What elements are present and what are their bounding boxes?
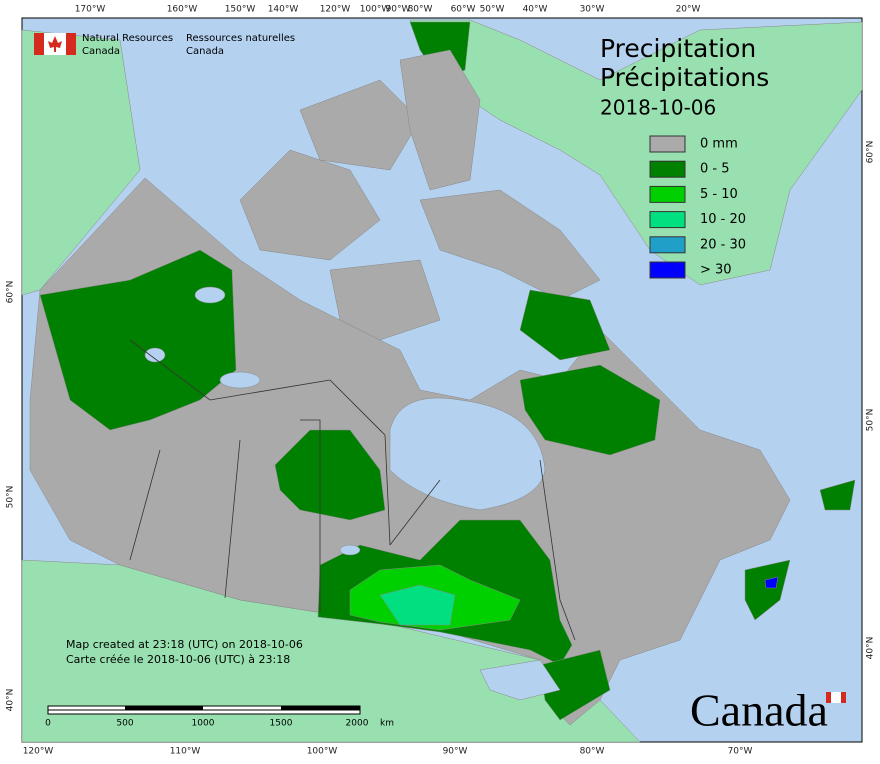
title-fr: Précipitations: [600, 63, 769, 92]
graticule-label: 40°N: [6, 689, 16, 712]
legend-label: > 30: [700, 263, 732, 278]
graticule-label: 90°W: [386, 5, 411, 15]
title-en: Precipitation: [600, 34, 756, 63]
legend-label: 0 mm: [700, 137, 738, 152]
graticule-label: 160°W: [167, 5, 198, 15]
scale-label: 1000: [192, 719, 215, 729]
scale-label: 2000: [346, 719, 369, 729]
graticule-label: 60°N: [866, 141, 876, 164]
scale-bar: [47, 705, 361, 715]
graticule-label: 150°W: [225, 5, 256, 15]
agency-fr: Ressources naturelles: [186, 33, 295, 44]
legend-swatch: [649, 236, 686, 254]
graticule-label: 30°W: [580, 5, 605, 15]
graticule-label: 80°W: [580, 747, 605, 757]
graticule-label: 70°W: [728, 747, 753, 757]
graticule-label: 50°W: [480, 5, 505, 15]
graticule-label: 120°W: [23, 747, 54, 757]
created-fr: Carte créée le 2018-10-06 (UTC) à 23:18: [66, 653, 290, 666]
agency-en: Natural Resources: [82, 33, 173, 44]
legend-label: 5 - 10: [700, 187, 738, 202]
province-borders: [129, 339, 576, 641]
wordmark-flag: [831, 692, 841, 703]
graticule-label: 90°W: [443, 747, 468, 757]
graticule-label: 40°W: [523, 5, 548, 15]
graticule-label: 140°W: [268, 5, 299, 15]
maple-leaf: [48, 36, 62, 52]
agency-en: Canada: [82, 46, 120, 57]
legend-swatch: [649, 160, 686, 178]
graticule-label: 120°W: [320, 5, 351, 15]
scale-unit: km: [380, 719, 394, 729]
flag-bar: [66, 33, 76, 55]
graticule-label: 170°W: [75, 5, 106, 15]
map-date: 2018-10-06: [600, 96, 716, 120]
flag-bar: [34, 33, 44, 55]
legend-label: 10 - 20: [700, 212, 746, 227]
graticule-label: 60°W: [451, 5, 476, 15]
legend-swatch: [649, 261, 686, 279]
graticule-label: 100°W: [360, 5, 391, 15]
scale-label: 0: [45, 719, 51, 729]
scale-label: 1500: [270, 719, 293, 729]
graticule-label: 50°N: [866, 409, 876, 432]
created-en: Map created at 23:18 (UTC) on 2018-10-06: [66, 638, 303, 651]
legend-swatch: [649, 211, 686, 229]
graticule-label: 40°N: [866, 637, 876, 660]
legend-label: 20 - 30: [700, 237, 746, 252]
legend-swatch: [649, 135, 686, 153]
canada-wordmark: Canada: [690, 685, 828, 736]
graticule-label: 60°N: [6, 281, 16, 304]
graticule-label: 80°W: [408, 5, 433, 15]
agency-fr: Canada: [186, 46, 224, 57]
scale-label: 500: [116, 719, 133, 729]
graticule-label: 20°W: [676, 5, 701, 15]
graticule-label: 50°N: [6, 486, 16, 509]
graticule-label: 100°W: [307, 747, 338, 757]
land: [21, 19, 863, 743]
legend-label: 0 - 5: [700, 162, 730, 177]
graticule-label: 110°W: [170, 747, 201, 757]
legend-swatch: [649, 185, 686, 203]
